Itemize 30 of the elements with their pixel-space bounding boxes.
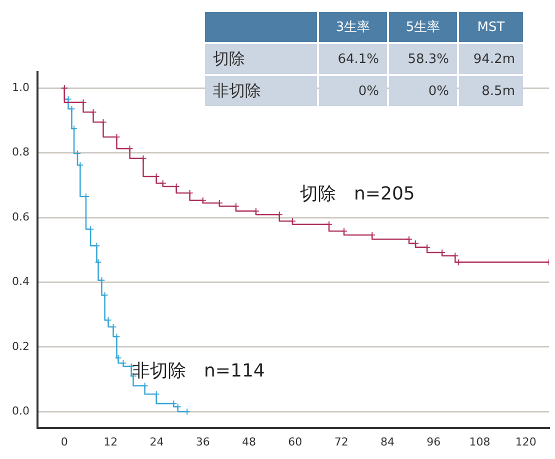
x-tick-label: 96 bbox=[426, 435, 441, 448]
y-tick-label: 0.6 bbox=[12, 210, 30, 224]
annotation: 0% bbox=[319, 76, 387, 106]
x-tick-label: 0 bbox=[60, 435, 68, 448]
text: 切除 bbox=[213, 48, 245, 68]
annotation: 8.5m bbox=[459, 76, 523, 106]
text: 3生率 bbox=[336, 20, 370, 35]
x-tick-label: 72 bbox=[334, 435, 348, 448]
series-label: 切除 n=205 bbox=[300, 184, 415, 205]
y-tick-label: 1.0 bbox=[12, 81, 30, 94]
x-tick-label: 84 bbox=[380, 435, 394, 448]
text: MST bbox=[477, 20, 505, 34]
text: 5生率 bbox=[406, 20, 440, 35]
y-tick-label: 0.4 bbox=[12, 275, 30, 288]
x-tick-label: 48 bbox=[242, 435, 256, 448]
annotation: 非切除 bbox=[205, 76, 317, 106]
x-tick-label: 120 bbox=[515, 435, 536, 448]
x-tick-label: 60 bbox=[288, 435, 302, 448]
text: 58.3% bbox=[408, 52, 449, 66]
x-tick-label: 12 bbox=[104, 435, 118, 448]
x-tick-label: 108 bbox=[469, 435, 490, 448]
x-tick-label: 36 bbox=[196, 435, 210, 448]
text: 94.2m bbox=[473, 52, 515, 66]
y-tick-label: 0.2 bbox=[12, 340, 30, 353]
y-tick-label: 0.0 bbox=[12, 404, 30, 418]
y-tick-label: 0.8 bbox=[12, 146, 30, 159]
x-tick-label: 24 bbox=[150, 435, 164, 448]
text: 64.1% bbox=[338, 52, 379, 66]
annotation: 0% bbox=[389, 76, 457, 106]
series-label: 非切除 n=114 bbox=[132, 360, 265, 382]
